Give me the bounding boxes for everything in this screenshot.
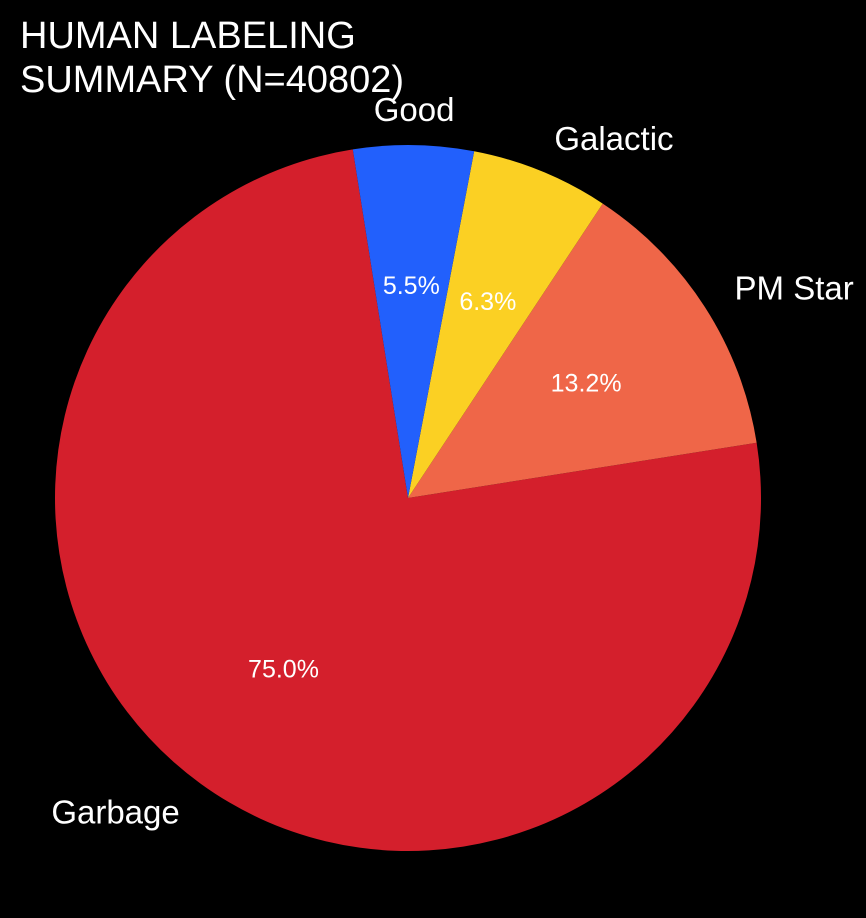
pie-slice-garbage xyxy=(55,149,762,851)
pie-slice-pm-star xyxy=(408,203,757,498)
pct-label-good: 5.5% xyxy=(383,272,440,300)
pie-labels: 75.0% Garbage 13.2% PM Star 6.3% Galactic 5.5%… xyxy=(51,91,853,830)
chart-title: HUMAN LABELING SUMMARY (N=40802) xyxy=(20,14,404,102)
chart-title-line-1: HUMAN LABELING xyxy=(20,15,356,57)
pct-label-galactic: 6.3% xyxy=(459,288,516,316)
pct-label-pm-star: 13.2% xyxy=(551,369,622,397)
pie-slice-good xyxy=(352,144,475,498)
pct-label-garbage: 75.0% xyxy=(248,655,319,683)
category-label-good: Good xyxy=(374,91,455,128)
category-label-galactic: Galactic xyxy=(554,120,673,157)
chart-title-line-2: SUMMARY (N=40802) xyxy=(20,59,405,101)
pie-slices xyxy=(55,144,762,851)
pie-slice-galactic xyxy=(408,151,603,498)
category-label-garbage: Garbage xyxy=(51,794,179,831)
category-label-pm-star: PM Star xyxy=(735,269,854,306)
